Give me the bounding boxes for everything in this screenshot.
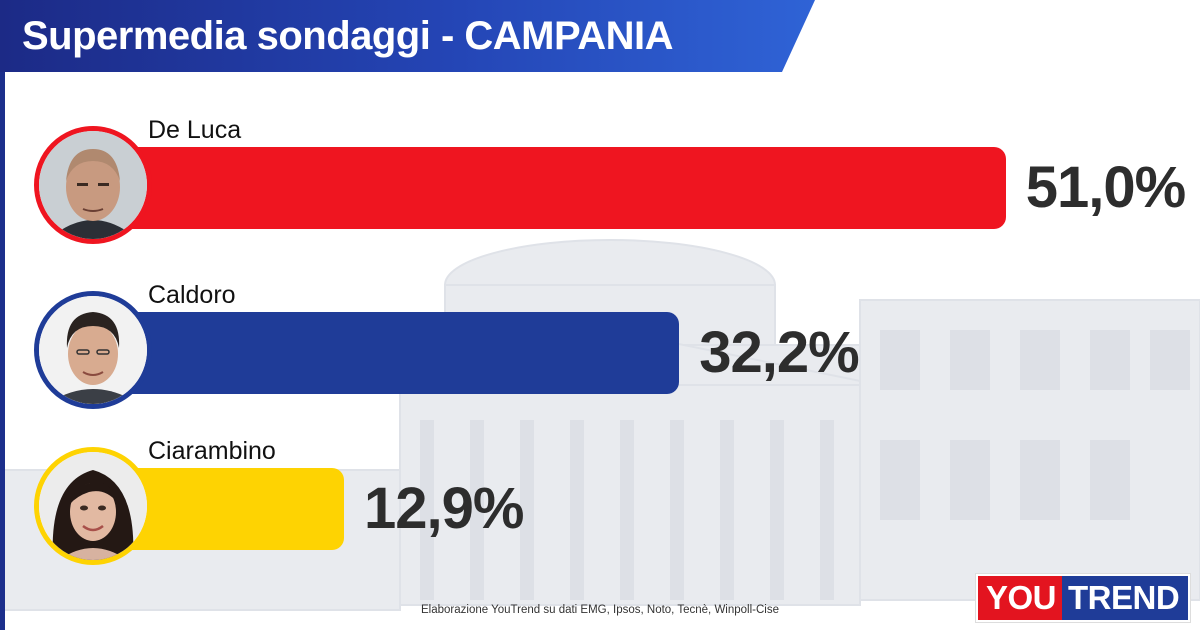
logo-trend-text: TREND: [1062, 576, 1188, 620]
bar-label-ciarambino: Ciarambino: [148, 437, 276, 465]
value-label-de-luca: 51,0%: [1025, 155, 1186, 220]
bar-row-ciarambino: Ciarambino 12,9%: [0, 437, 1200, 581]
logo-you-text: YOU: [978, 576, 1063, 620]
bar-label-de-luca: De Luca: [148, 116, 242, 144]
bar-caldoro: [120, 312, 680, 394]
page-title: Supermedia sondaggi - CAMPANIA: [22, 14, 673, 58]
left-accent-rule: [0, 72, 5, 630]
man-bald-icon: [34, 126, 152, 244]
bar-ciarambino: [120, 468, 345, 550]
man-dark-hair-icon: [34, 291, 152, 409]
bar-de-luca: [120, 147, 1006, 229]
bar-row-de-luca: De Luca 51,0%: [0, 116, 1200, 260]
value-label-caldoro: 32,2%: [699, 320, 859, 385]
woman-dark-hair-icon: [34, 447, 152, 565]
youtrend-logo: YOU TREND: [976, 574, 1190, 622]
bar-label-caldoro: Caldoro: [148, 281, 236, 309]
source-footnote: Elaborazione YouTrend su dati EMG, Ipsos…: [421, 604, 779, 616]
value-label-ciarambino: 12,9%: [364, 476, 524, 541]
header-banner: Supermedia sondaggi - CAMPANIA: [0, 0, 1200, 72]
bar-row-caldoro: Caldoro 32,2%: [0, 281, 1200, 425]
